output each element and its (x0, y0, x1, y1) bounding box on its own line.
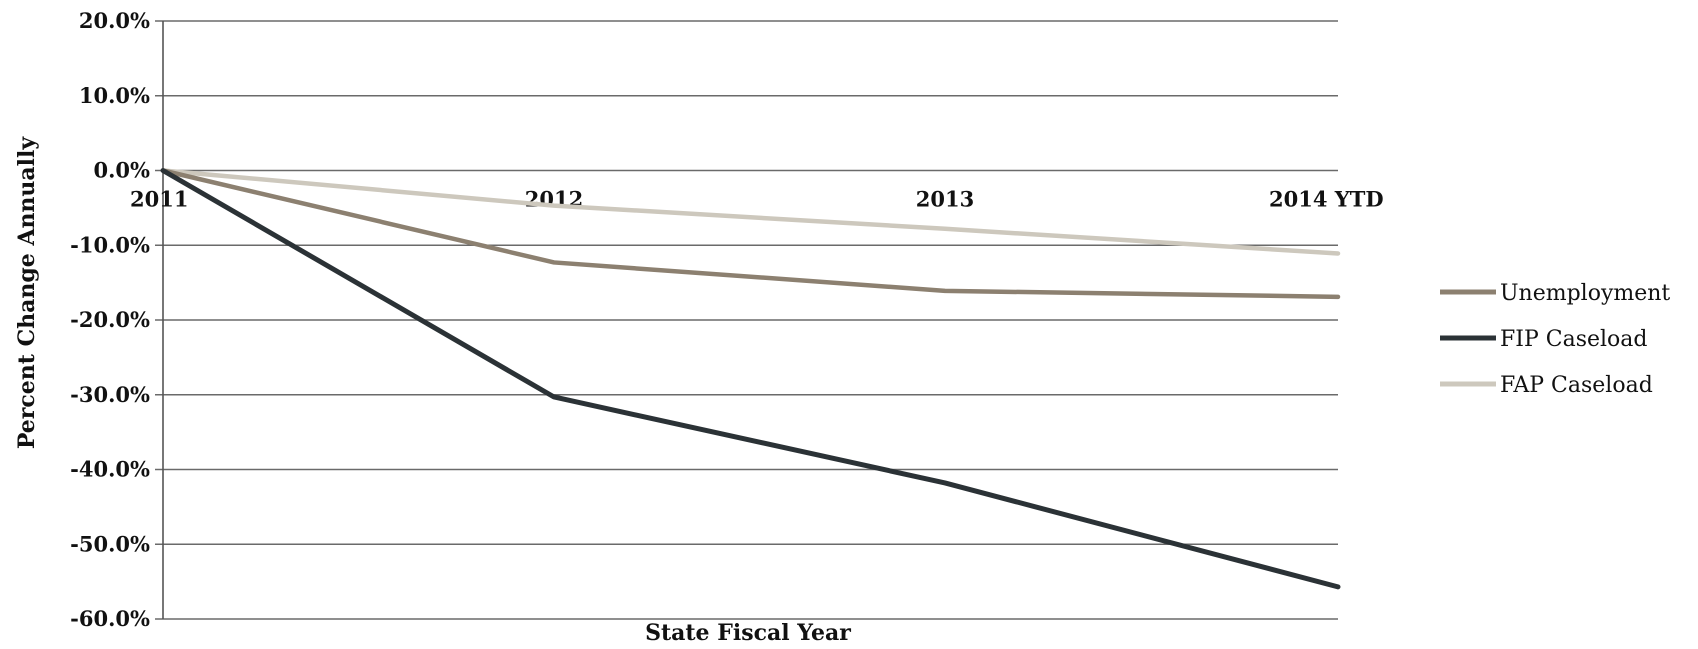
y-axis-tick-labels: 20.0% 10.0% 0.0% -10.0% -20.0% -30.0% -40.0% -5… (70, 8, 150, 631)
y-tick-label: -10.0% (70, 232, 150, 257)
legend-label: FIP Caseload (1500, 327, 1648, 352)
x-axis-title: State Fiscal Year (645, 620, 851, 646)
x-category-label: 2013 (916, 187, 974, 212)
x-axis-category-labels: 2011 2012 2013 2014 YTD (130, 187, 1384, 212)
y-tick-label: 20.0% (79, 8, 150, 33)
series-line-fip-caseload (160, 168, 1341, 590)
legend: Unemployment FIP Caseload FAP Caseload (1440, 281, 1670, 398)
y-tick-label: -50.0% (70, 531, 150, 556)
y-tick-label: -30.0% (70, 382, 150, 407)
legend-label: Unemployment (1500, 281, 1670, 306)
y-tick-label: -60.0% (70, 606, 150, 631)
x-category-label: 2011 (130, 187, 188, 212)
y-tick-label: -40.0% (70, 457, 150, 482)
series-lines (160, 168, 1341, 590)
x-category-label: 2014 YTD (1269, 187, 1384, 212)
legend-label: FAP Caseload (1500, 373, 1653, 398)
series-line-fap-caseload (160, 168, 1341, 256)
series-line-unemployment (160, 168, 1341, 300)
y-tick-label: 0.0% (94, 158, 151, 183)
y-axis-title: Percent Change Annually (14, 136, 40, 450)
y-tick-label: 10.0% (79, 83, 150, 108)
gridlines (155, 20, 1338, 620)
y-tick-label: -20.0% (70, 307, 150, 332)
